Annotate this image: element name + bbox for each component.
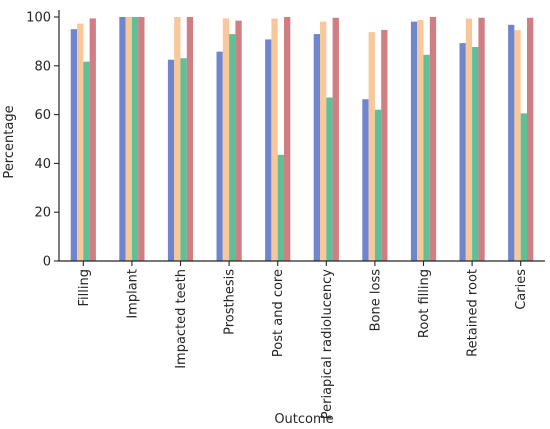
- bar-impacted-teeth-series-2: [174, 17, 181, 261]
- bar-filling-series-2: [77, 23, 84, 262]
- x-tick-label: Retained root: [466, 269, 481, 357]
- bar-caries-series-2: [514, 30, 521, 262]
- bar-caries-series-3: [520, 113, 527, 261]
- bar-retained-root-series-2: [465, 18, 473, 262]
- bar-caries-series-4: [527, 17, 534, 262]
- x-tick-label: Root filling: [417, 269, 432, 338]
- x-tick-label: Implant: [125, 269, 140, 319]
- x-axis: Filling Implant Impacted teeth Prosthesis Po…: [59, 260, 545, 420]
- x-tick-label: Bone loss: [368, 269, 383, 332]
- y-tick-label: 60: [34, 108, 51, 123]
- bar-retained-root-series-3: [472, 47, 479, 262]
- bar-periapical-radiolucency-series-1: [313, 34, 320, 261]
- bar-impacted-teeth-series-1: [167, 59, 175, 262]
- y-tick-label: 80: [34, 59, 51, 74]
- y-tick-label: 40: [34, 157, 51, 172]
- bar-filling-series-1: [70, 29, 77, 262]
- bar-prosthesis-series-4: [235, 20, 242, 261]
- bar-bone-loss-series-3: [374, 109, 382, 261]
- x-tick-label: Post and core: [271, 269, 286, 357]
- bar-filling-series-3: [83, 61, 90, 262]
- bar-prosthesis-series-2: [222, 18, 230, 262]
- y-axis-label: Percentage: [2, 105, 17, 178]
- y-tick-label: 20: [34, 206, 51, 221]
- bar-periapical-radiolucency-series-2: [320, 21, 327, 261]
- bar-filling-series-4: [89, 18, 96, 262]
- bar-root-filling-series-1: [410, 21, 418, 261]
- bars-group: [70, 17, 534, 262]
- bar-root-filling-series-2: [417, 20, 424, 262]
- bar-prosthesis-series-1: [216, 51, 223, 262]
- bar-bone-loss-series-2: [368, 32, 375, 261]
- y-tick-label: 0: [43, 255, 51, 270]
- bar-post-and-core-series-1: [265, 39, 272, 262]
- bar-periapical-radiolucency-series-4: [332, 17, 339, 262]
- bar-impacted-teeth-series-4: [186, 17, 194, 261]
- bar-retained-root-series-1: [459, 43, 466, 261]
- y-tick-label: 100: [26, 11, 51, 26]
- bar-retained-root-series-4: [478, 17, 485, 262]
- bar-caries-series-1: [508, 24, 515, 262]
- bar-prosthesis-series-3: [229, 34, 236, 261]
- x-tick-label: Impacted teeth: [174, 269, 189, 369]
- bar-impacted-teeth-series-3: [180, 58, 187, 261]
- bar-implant-series-4: [138, 17, 145, 261]
- bar-implant-series-3: [131, 17, 139, 261]
- bar-implant-series-2: [125, 17, 132, 261]
- x-axis-label: Outcome: [274, 412, 333, 427]
- bar-post-and-core-series-2: [271, 18, 278, 262]
- bar-root-filling-series-3: [423, 54, 430, 261]
- x-tick-label: Prosthesis: [223, 269, 238, 335]
- x-tick-label: Caries: [514, 269, 529, 310]
- bar-bone-loss-series-1: [362, 99, 369, 261]
- y-axis: 0 20 40 60 80 100: [26, 10, 60, 270]
- bar-root-filling-series-4: [429, 17, 437, 261]
- x-tick-label: Filling: [77, 269, 92, 306]
- bar-implant-series-1: [119, 17, 126, 261]
- bar-periapical-radiolucency-series-3: [326, 97, 333, 262]
- bar-bone-loss-series-4: [381, 29, 388, 262]
- x-tick-label: Periapical radiolucency: [320, 269, 335, 420]
- bar-post-and-core-series-3: [277, 154, 284, 261]
- bar-post-and-core-series-4: [284, 17, 291, 261]
